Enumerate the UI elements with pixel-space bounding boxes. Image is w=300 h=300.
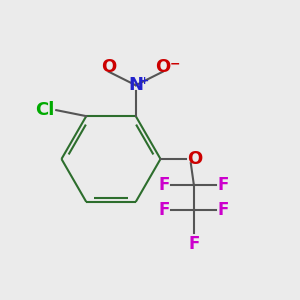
Text: F: F (158, 201, 170, 219)
Text: O: O (188, 150, 203, 168)
Text: F: F (188, 235, 200, 253)
Text: F: F (218, 201, 229, 219)
Text: N: N (128, 76, 143, 94)
Text: F: F (218, 176, 229, 194)
Text: Cl: Cl (35, 101, 55, 119)
Text: O: O (155, 58, 170, 76)
Text: F: F (158, 176, 170, 194)
Text: O: O (101, 58, 116, 76)
Text: +: + (140, 76, 149, 86)
Text: −: − (169, 58, 180, 71)
